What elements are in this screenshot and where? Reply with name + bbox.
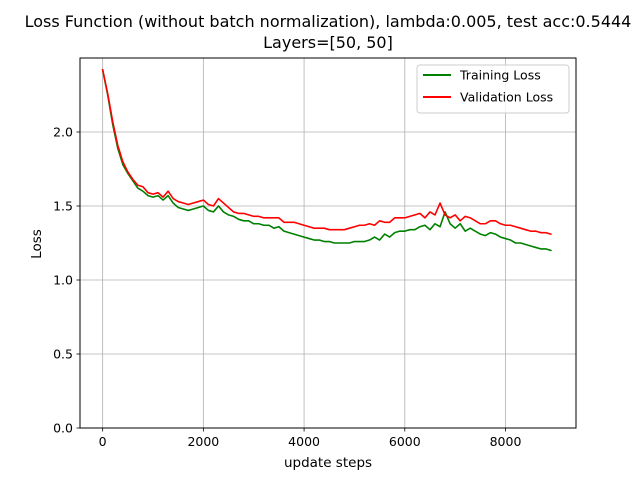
x-tick-label: 2000 <box>187 434 219 449</box>
y-tick-label: 1.0 <box>53 273 73 288</box>
legend-box <box>416 64 570 114</box>
y-tick-label: 0.0 <box>53 421 73 436</box>
legend-label-training-loss: Training Loss <box>459 68 541 83</box>
y-tick-label: 1.5 <box>53 199 73 214</box>
chart-title: Loss Function (without batch normalizati… <box>25 12 632 31</box>
axes-frame <box>79 57 577 429</box>
x-axis-label: update steps <box>284 455 372 471</box>
y-tick-label: 2.0 <box>53 125 73 140</box>
x-tick-label: 8000 <box>490 434 522 449</box>
x-tick-label: 6000 <box>389 434 421 449</box>
series-line-validation-loss <box>101 68 552 236</box>
x-tick-label: 0 <box>99 434 107 449</box>
legend-label-validation-loss: Validation Loss <box>460 90 553 105</box>
axis-ticks: 0 2000 4000 6000 8000 0.0 0.5 1.0 1.5 2.0 <box>53 125 521 450</box>
y-tick-label: 0.5 <box>53 347 73 362</box>
legend: Training Loss Validation Loss <box>416 64 570 114</box>
chart-subtitle: Layers=[50, 50] <box>263 33 393 52</box>
y-axis-label: Loss <box>29 229 45 259</box>
series-lines <box>101 68 552 252</box>
series-line-training-loss <box>101 68 552 252</box>
x-tick-label: 4000 <box>288 434 320 449</box>
